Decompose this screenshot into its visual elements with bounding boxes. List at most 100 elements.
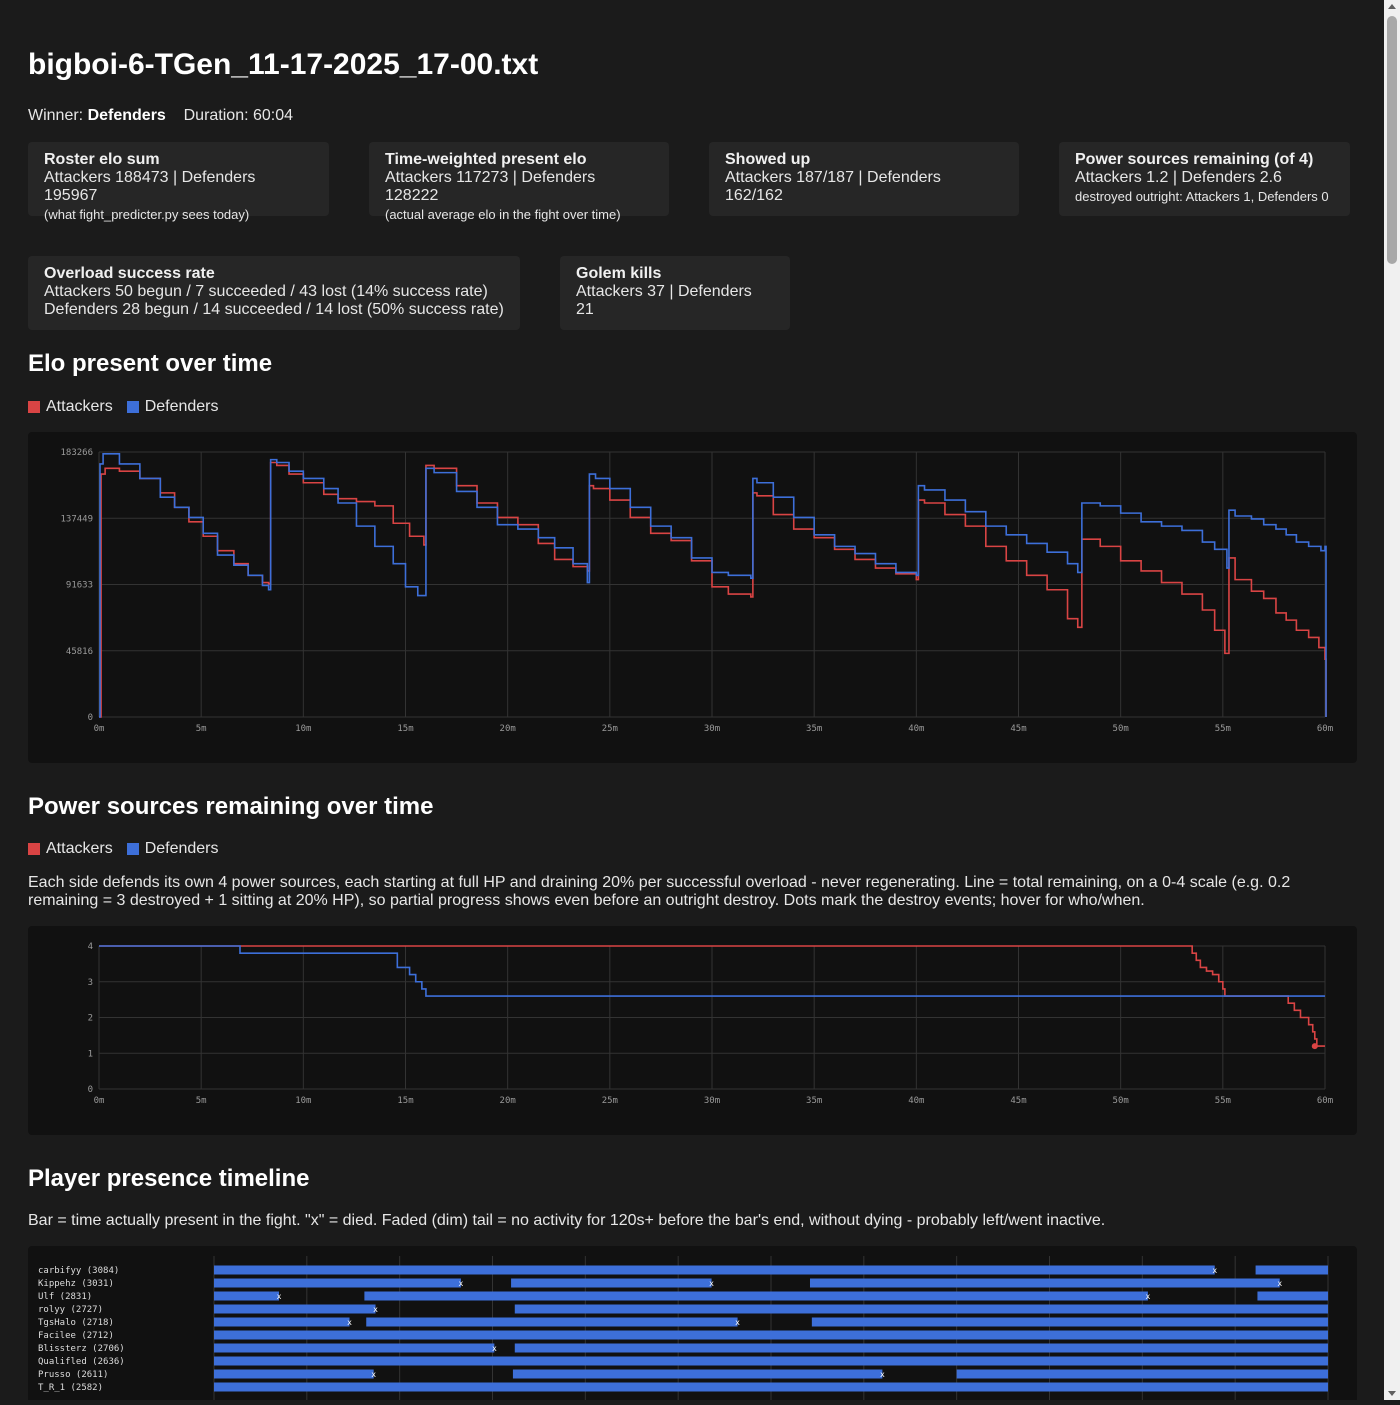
x-tick-label: 0m [94,724,105,734]
presence-bar[interactable] [366,1317,738,1327]
destroy-event-dot[interactable] [1311,1043,1318,1050]
player-label: Blissterz (2706) [38,1344,125,1354]
presence-bar[interactable] [214,1369,374,1379]
card-note: destroyed outright: Attackers 1, Defende… [1075,189,1329,204]
player-label: rolyy (2727) [38,1305,103,1315]
card-title: Showed up [725,151,811,168]
duration-label: Duration: [183,107,249,124]
card-overload-rate: Overload success rate Attackers 50 begun… [28,256,520,330]
card-line: Attackers 187/187 | Defenders 162/162 [725,169,941,204]
presence-bar[interactable] [514,1304,1328,1314]
x-tick-label: 50m [1113,724,1129,734]
card-showed-up: Showed up Attackers 187/187 | Defenders … [709,142,1019,216]
winner-label: Winner: [28,107,84,124]
elo-legend: Attackers Defenders [28,398,233,416]
presence-bar[interactable] [214,1343,495,1353]
fight-meta: Winner: Defenders Duration: 60:04 [28,107,293,125]
presence-chart: carbifyy (3084) x Kippehz (3031) x x x Ulf (28… [38,1256,1329,1400]
presence-bar[interactable] [214,1304,376,1314]
card-note: (what fight_predicter.py sees today) [44,207,250,222]
y-tick-label: 91633 [66,581,93,591]
x-tick-label: 15m [397,724,413,734]
presence-chart-panel: carbifyy (3084) x Kippehz (3031) x x x Ulf (28… [28,1246,1357,1400]
presence-bar[interactable] [811,1317,1328,1327]
death-marker: x [1145,1292,1150,1301]
death-marker: x [347,1318,352,1327]
power-legend: Attackers Defenders [28,840,233,858]
power-section-title: Power sources remaining over time [28,793,434,820]
card-title: Roster elo sum [44,151,160,168]
presence-bar[interactable] [214,1356,1328,1366]
x-tick-label: 10m [295,1096,311,1106]
presence-bar[interactable] [214,1330,1328,1340]
series-line-attackers [99,461,1327,718]
presence-bar[interactable] [214,1265,1215,1275]
scroll-down-arrow-icon[interactable] [1388,1391,1396,1396]
x-tick-label: 50m [1113,1096,1129,1106]
y-tick-label: 45816 [66,647,93,657]
legend-label-attackers: Attackers [46,840,113,857]
power-chart-panel: 0m 5m 10m 15m 20m 25m 30m 35m 40m 45m 50m 55m 60m 0 1 2… [28,926,1357,1135]
death-marker: x [709,1279,714,1288]
elo-chart: 0m 5m 10m 15m 20m 25m 30m 35m 40m 45m 50m 55m 60m 0 45… [60,448,1333,734]
x-tick-label: 40m [908,1096,924,1106]
presence-bar[interactable] [809,1278,1280,1288]
death-marker: x [1277,1279,1282,1288]
x-tick-label: 30m [704,1096,720,1106]
player-label: carbifyy (3084) [38,1266,119,1276]
player-label: Kippehz (3031) [38,1279,114,1289]
death-marker: x [277,1292,282,1301]
presence-bar[interactable] [214,1278,461,1288]
scroll-up-arrow-icon[interactable] [1388,4,1396,9]
presence-bar[interactable] [512,1369,883,1379]
card-line: Attackers 188473 | Defenders 195967 [44,169,256,204]
y-tick-label: 2 [88,1014,93,1024]
legend-label-attackers: Attackers [46,398,113,415]
presence-bar[interactable] [214,1317,350,1327]
y-tick-label: 3 [88,978,93,988]
x-tick-label: 20m [500,724,516,734]
legend-label-defenders: Defenders [144,840,219,857]
x-tick-label: 15m [397,1096,413,1106]
presence-bar[interactable] [514,1343,1328,1353]
legend-swatch-attackers [28,843,40,855]
x-tick-label: 25m [602,1096,618,1106]
scrollbar[interactable] [1384,0,1400,1400]
x-tick-label: 30m [704,724,720,734]
card-power-sources: Power sources remaining (of 4) Attackers… [1059,142,1350,216]
x-tick-label: 45m [1010,1096,1026,1106]
x-tick-label: 55m [1215,1096,1231,1106]
x-tick-label: 60m [1317,724,1333,734]
card-time-weighted-elo: Time-weighted present elo Attackers 1172… [369,142,669,222]
y-tick-label: 1 [88,1049,93,1059]
page-title: bigboi-6-TGen_11-17-2025_17-00.txt [28,48,539,81]
x-tick-label: 60m [1317,1096,1333,1106]
presence-bar[interactable] [511,1278,712,1288]
x-tick-label: 20m [500,1096,516,1106]
series-line-attackers [99,945,1325,1047]
card-golem-kills: Golem kills Attackers 37 | Defenders 21 [560,256,790,330]
duration-value: 60:04 [252,107,294,124]
y-tick-label: 137449 [60,514,93,524]
death-marker: x [492,1344,497,1353]
series-line-defenders [99,945,1325,997]
presence-bar[interactable] [1257,1291,1328,1301]
presence-bar[interactable] [1255,1265,1328,1275]
presence-bar[interactable] [214,1291,279,1301]
death-marker: x [459,1279,464,1288]
presence-bar[interactable] [364,1291,1148,1301]
death-marker: x [735,1318,740,1327]
elo-section-title: Elo present over time [28,350,273,377]
card-line: Defenders 28 begun / 14 succeeded / 14 l… [44,301,504,318]
player-label: Qualifled (2636) [38,1357,125,1367]
x-tick-label: 35m [806,724,822,734]
x-tick-label: 0m [94,1096,105,1106]
card-title: Power sources remaining (of 4) [1075,151,1314,168]
player-label: Ulf (2831) [38,1292,92,1302]
scrollbar-thumb[interactable] [1387,16,1397,264]
presence-bar[interactable] [214,1382,1328,1392]
player-label: Prusso (2611) [38,1370,108,1380]
x-tick-label: 55m [1215,724,1231,734]
presence-section-title: Player presence timeline [28,1165,310,1192]
presence-bar[interactable] [956,1369,1328,1379]
